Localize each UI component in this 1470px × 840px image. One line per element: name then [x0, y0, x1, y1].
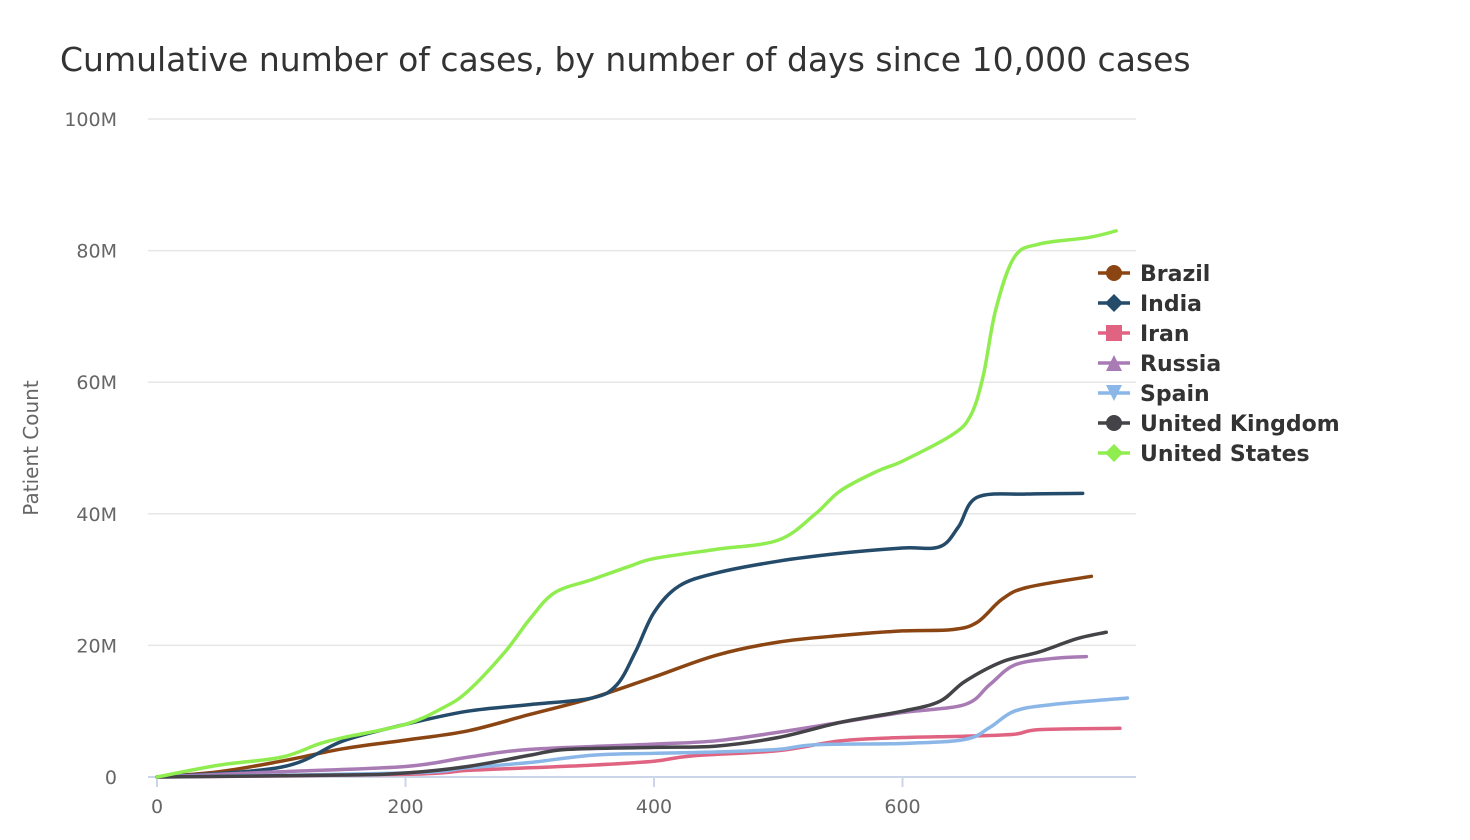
x-tick-label: 600: [884, 796, 920, 818]
x-tick-label: 0: [151, 796, 163, 818]
y-tick-label: 20M: [76, 635, 117, 657]
x-tick-label: 200: [387, 796, 423, 818]
legend-item-spain[interactable]: Spain: [1098, 382, 1210, 407]
legend-label: Russia: [1140, 352, 1221, 377]
legend-label: Iran: [1140, 322, 1190, 347]
legend-label: United Kingdom: [1140, 412, 1340, 437]
square-marker-icon: [1106, 325, 1122, 341]
legend-item-iran[interactable]: Iran: [1098, 322, 1190, 347]
legend-label: Spain: [1140, 382, 1210, 407]
series-line-united-kingdom[interactable]: [155, 630, 1109, 779]
legend-item-united-kingdom[interactable]: United Kingdom: [1098, 412, 1340, 437]
diamond-marker-icon: [1105, 444, 1123, 462]
y-axis: 0 20M 40M 60M 80M 100M: [64, 109, 117, 789]
x-tick-label: 400: [636, 796, 672, 818]
triangle-down-marker-icon: [1106, 385, 1122, 401]
chart-title: Cumulative number of cases, by number of…: [60, 40, 1191, 79]
circle-marker-icon: [1106, 415, 1122, 431]
legend-item-russia[interactable]: Russia: [1098, 352, 1221, 377]
series-line-brazil[interactable]: [155, 574, 1094, 779]
circle-marker-icon: [1106, 265, 1122, 281]
legend-item-brazil[interactable]: Brazil: [1098, 262, 1210, 287]
series-line-russia[interactable]: [155, 654, 1089, 779]
triangle-marker-icon: [1106, 355, 1122, 371]
legend-label: United States: [1140, 442, 1310, 467]
y-tick-label: 0: [105, 767, 117, 789]
y-tick-label: 40M: [76, 504, 117, 526]
legend-item-india[interactable]: India: [1098, 292, 1202, 317]
series-line-united-states[interactable]: [155, 229, 1118, 779]
series-line-spain[interactable]: [155, 696, 1130, 779]
series-line-india[interactable]: [155, 491, 1085, 779]
series-line-iran[interactable]: [155, 726, 1122, 779]
gridlines: [148, 118, 1136, 647]
x-axis: 0 200 400 600: [148, 776, 1136, 818]
y-tick-label: 100M: [64, 109, 117, 131]
series-lines: [155, 229, 1130, 779]
legend-item-united-states[interactable]: United States: [1098, 442, 1310, 467]
legend-label: India: [1140, 292, 1202, 317]
y-tick-label: 80M: [76, 241, 117, 263]
diamond-marker-icon: [1105, 294, 1123, 312]
legend-label: Brazil: [1140, 262, 1210, 287]
legend: Brazil India Iran Russia Spain United Kingdom…: [1098, 262, 1340, 467]
y-tick-label: 60M: [76, 372, 117, 394]
y-axis-title: Patient Count: [19, 380, 43, 516]
